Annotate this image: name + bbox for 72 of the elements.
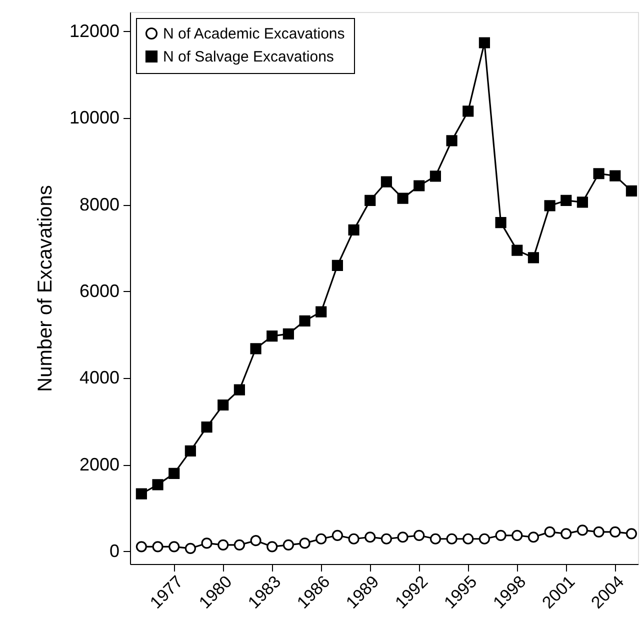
point: [218, 539, 229, 550]
y-tick-label: 6000: [79, 280, 120, 301]
point: [266, 541, 278, 552]
point: [184, 542, 196, 554]
point: [626, 185, 638, 196]
y-tick-label: 0: [109, 540, 120, 561]
point: [168, 541, 180, 552]
point: [250, 535, 262, 546]
point: [152, 479, 164, 490]
legend-label: N of Salvage Excavations: [163, 48, 334, 66]
point: [610, 170, 621, 182]
y-tick-label: 2000: [79, 454, 120, 474]
point: [316, 306, 327, 318]
point: [462, 106, 474, 117]
point: [626, 528, 638, 540]
point: [234, 384, 245, 396]
point: [560, 528, 572, 540]
point: [380, 176, 392, 188]
point: [201, 538, 212, 549]
point: [348, 224, 360, 236]
point: [397, 532, 408, 543]
point: [332, 260, 343, 272]
point: [593, 526, 604, 538]
point: [364, 194, 376, 206]
point: [512, 530, 523, 541]
point: [512, 244, 523, 256]
point: [576, 524, 588, 536]
point: [184, 445, 196, 456]
legend-label: N of Academic Excavations: [163, 26, 345, 42]
point: [430, 170, 441, 182]
point: [478, 533, 490, 544]
y-tick-label: 10000: [69, 108, 120, 128]
point: [544, 526, 556, 538]
point: [380, 533, 392, 544]
point: [299, 315, 310, 326]
point: [218, 399, 229, 411]
point: [282, 328, 294, 340]
point: [544, 200, 556, 212]
point: [576, 196, 588, 208]
point: [462, 533, 474, 544]
point: [168, 468, 180, 479]
point: [560, 194, 572, 206]
point: [397, 192, 408, 204]
point: [430, 533, 441, 544]
point: [528, 252, 540, 264]
point: [446, 533, 458, 544]
point: [266, 330, 278, 342]
point: [528, 532, 540, 543]
point: [610, 526, 621, 538]
point: [332, 530, 343, 541]
point: [201, 422, 212, 433]
point: [316, 533, 327, 544]
y-tick-label: 12000: [69, 21, 120, 41]
y-tick-label: 8000: [79, 194, 120, 214]
point: [299, 538, 310, 549]
y-axis-title: Number of Excavations: [34, 185, 56, 392]
point: [478, 37, 490, 48]
point: [136, 488, 147, 500]
point: [152, 541, 164, 552]
point: [234, 539, 245, 550]
point: [495, 217, 506, 228]
point: [364, 532, 376, 543]
point: [495, 530, 506, 541]
point: [414, 180, 425, 192]
point: [593, 168, 604, 180]
point: [348, 533, 360, 544]
point: [446, 135, 458, 146]
point: [250, 343, 262, 354]
y-tick-label: 4000: [79, 368, 120, 388]
point: [282, 539, 294, 550]
point: [414, 530, 425, 541]
point: [136, 541, 147, 552]
